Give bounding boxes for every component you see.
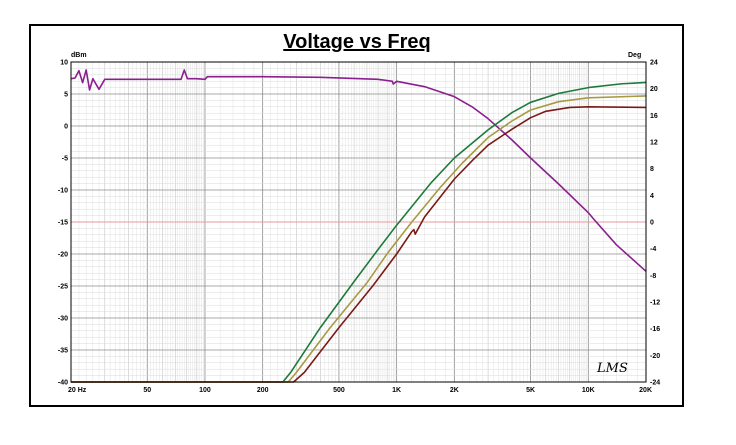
left-y-tick-label: -20: [58, 252, 68, 259]
left-y-tick-label: -10: [58, 188, 68, 195]
right-y-tick-label: -8: [650, 273, 656, 280]
right-axis-unit: Deg: [628, 52, 641, 59]
left-y-tick-label: -5: [62, 156, 68, 163]
tick-labels: 20 Hz 50 100 200 500 1K 2K 5K 10K 20K1050-5-10-15…: [58, 60, 660, 395]
series-line-3: [71, 95, 647, 383]
right-y-tick-label: -20: [650, 353, 660, 360]
left-y-tick-label: 5: [64, 92, 68, 99]
right-y-tick-label: -12: [650, 300, 660, 307]
x-tick-label: 200: [257, 387, 269, 394]
series-line-2: [71, 81, 647, 383]
x-tick-label: 20K: [639, 387, 652, 394]
right-y-tick-label: 16: [650, 113, 658, 120]
series-line-4: [71, 106, 647, 383]
left-axis-unit: dBm: [71, 52, 87, 59]
right-y-tick-label: 20: [650, 86, 658, 93]
x-tick-label: 20 Hz: [68, 387, 87, 394]
chart-svg: Voltage vs Freq dBm Deg 20 Hz 50 100 200 500…: [58, 31, 660, 395]
series-group: [70, 69, 647, 383]
left-y-tick-label: -15: [58, 220, 68, 227]
left-y-tick-label: -35: [58, 348, 68, 355]
right-y-tick-label: -24: [650, 380, 660, 387]
x-tick-label: 50: [143, 387, 151, 394]
right-y-tick-label: -16: [650, 326, 660, 333]
chart-frame: Voltage vs Freq dBm Deg 20 Hz 50 100 200 500…: [29, 24, 684, 407]
right-y-tick-label: 4: [650, 193, 654, 200]
right-y-tick-label: -4: [650, 246, 656, 253]
x-tick-label: 1K: [392, 387, 401, 394]
left-y-tick-label: -40: [58, 380, 68, 387]
plot-border: [70, 61, 647, 383]
lms-logo: LMS: [596, 361, 628, 376]
right-y-tick-label: 0: [650, 220, 654, 227]
x-tick-label: 500: [333, 387, 345, 394]
right-y-tick-label: 24: [650, 60, 658, 67]
left-y-tick-label: 10: [60, 60, 68, 67]
right-y-tick-label: 8: [650, 166, 654, 173]
right-y-tick-label: 12: [650, 140, 658, 147]
chart-title: Voltage vs Freq: [283, 31, 430, 53]
x-tick-label: 2K: [450, 387, 459, 394]
left-y-tick-label: -25: [58, 284, 68, 291]
x-tick-label: 10K: [582, 387, 595, 394]
left-y-tick-label: -30: [58, 316, 68, 323]
x-tick-label: 5K: [526, 387, 535, 394]
left-y-tick-label: 0: [64, 124, 68, 131]
x-tick-label: 100: [199, 387, 211, 394]
series-line-1: [70, 69, 647, 272]
